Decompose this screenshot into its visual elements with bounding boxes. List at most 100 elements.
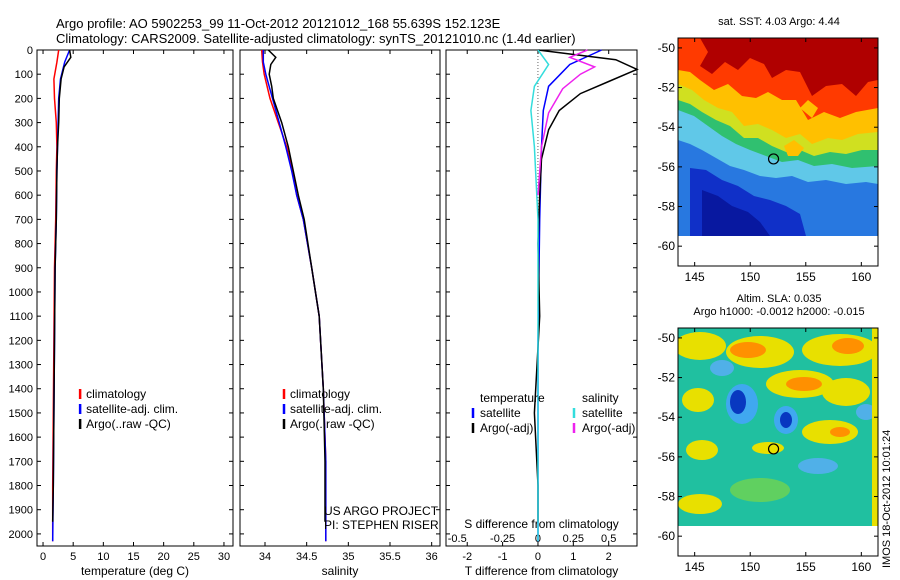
sla-map-subtitle: Argo h1000: -0.0012 h2000: -0.015: [693, 306, 864, 318]
map-y-tick-label: -58: [658, 200, 676, 214]
legend-entry: satellite: [582, 406, 623, 420]
series-line-temperature-argo-adj-: [533, 49, 639, 522]
map-y-tick-label: -60: [658, 529, 676, 543]
map-x-tick-label: 150: [740, 270, 760, 284]
x-tick-label: 2: [606, 551, 612, 563]
map-y-tick-label: -60: [658, 239, 676, 253]
x-tick-label: 5: [70, 551, 76, 563]
legend-entry: Argo(..raw -QC): [290, 417, 375, 431]
sla-argo-marker: [767, 443, 780, 455]
map-x-tick-label: 155: [796, 270, 816, 284]
x-tick-label: 34.5: [296, 551, 317, 563]
map-y-tick-label: -56: [658, 160, 676, 174]
x-tick-label: 20: [158, 551, 170, 563]
sla-map: [678, 328, 878, 526]
x-axis-label: salinity: [322, 564, 359, 578]
y-tick-label: 400: [15, 142, 33, 154]
sst-map: [678, 38, 878, 236]
map-y-tick-label: -50: [658, 331, 676, 345]
x-tick-label: 25: [188, 551, 200, 563]
header-line-1: Argo profile: AO 5902253_99 11-Oct-2012 …: [56, 16, 501, 31]
annotation-line: US ARGO PROJECT: [324, 504, 439, 518]
y-tick-label: 0: [27, 45, 33, 57]
difference-panel: -2 -1 0 1 2T difference from climatology -0.5…: [445, 49, 639, 578]
x-tick-label: 34: [259, 551, 271, 563]
y-tick-label: 1200: [9, 335, 33, 347]
sst-map-axes: 145 150 155 160 -50 -52 -54 -56 -58 -60: [658, 38, 878, 284]
x-axis-label: temperature (deg C): [81, 564, 189, 578]
legend-entry: Argo(-adj): [582, 421, 635, 435]
y-tick-label: 200: [15, 93, 33, 105]
x-tick-label-salinity: -0.5: [448, 533, 467, 545]
map-x-tick-label: 145: [685, 270, 705, 284]
x-tick-label-salinity: 0.5: [601, 533, 616, 545]
y-tick-label: 300: [15, 118, 33, 130]
salinity-panel: 34 34.5 35 35.5 36 salinity climatologysatelli…: [239, 49, 441, 578]
x-tick-label: 1: [570, 551, 576, 563]
y-tick-label: 1600: [9, 432, 33, 444]
y-tick-label: 1800: [9, 481, 33, 493]
y-tick-label: 1300: [9, 360, 33, 372]
map-x-tick-label: 145: [685, 560, 705, 574]
map-x-tick-label: 160: [851, 560, 871, 574]
plot-frame: [36, 49, 234, 547]
legend-entry: Argo(-adj): [480, 421, 533, 435]
y-tick-label: 900: [15, 263, 33, 275]
x-tick-label: 15: [127, 551, 139, 563]
y-tick-label: 800: [15, 239, 33, 251]
y-tick-label: 1400: [9, 384, 33, 396]
x-tick-label: 35.5: [379, 551, 400, 563]
sst-argo-marker: [767, 153, 780, 165]
y-tick-label: 2000: [9, 529, 33, 541]
x-tick-label: -2: [462, 551, 472, 563]
legend-title-salinity: salinity: [582, 391, 619, 405]
x-tick-label-salinity: 0.25: [563, 533, 584, 545]
plot-frame: [239, 49, 441, 547]
sst-map-title: sat. SST: 4.03 Argo: 4.44: [718, 16, 840, 28]
x-tick-label: 10: [97, 551, 109, 563]
legend-entry: Argo(..raw -QC): [86, 417, 171, 431]
legend-entry: satellite-adj. clim.: [290, 402, 382, 416]
series-line-argo-raw-qc-: [51, 49, 72, 522]
annotation-line: PI: STEPHEN RISER: [324, 518, 439, 532]
x-tick-label: 35: [342, 551, 354, 563]
map-y-tick-label: -58: [658, 490, 676, 504]
map-y-tick-label: -56: [658, 450, 676, 464]
map-y-tick-label: -52: [658, 371, 676, 385]
series-line-salinity-argo-adj-: [537, 49, 597, 196]
y-tick-label: 1500: [9, 408, 33, 420]
sst-map-frame: [677, 37, 879, 267]
map-x-tick-label: 150: [740, 560, 760, 574]
legend-entry: climatology: [290, 387, 350, 401]
header-line-2: Climatology: CARS2009. Satellite-adjuste…: [56, 31, 576, 46]
map-y-tick-label: -52: [658, 81, 676, 95]
imos-side-label: IMOS 18-Oct-2012 10:01:24: [881, 430, 893, 568]
sla-map-axes: 145 150 155 160 -50 -52 -54 -56 -58 -60: [658, 328, 878, 574]
x-tick-label: 30: [218, 551, 230, 563]
x-axis-label-salinity: S difference from climatology: [464, 517, 619, 531]
y-tick-label: 500: [15, 166, 33, 178]
map-y-tick-label: -54: [658, 120, 676, 134]
y-tick-label: 1100: [9, 311, 33, 323]
legend-entry: satellite-adj. clim.: [86, 402, 178, 416]
x-axis-label: T difference from climatology: [465, 564, 619, 578]
map-x-tick-label: 160: [851, 270, 871, 284]
y-tick-label: 700: [15, 214, 33, 226]
map-x-tick-label: 155: [796, 560, 816, 574]
y-tick-label: 1900: [9, 505, 33, 517]
y-tick-label: 1700: [9, 456, 33, 468]
x-tick-label: 0: [535, 551, 541, 563]
x-tick-label: -1: [498, 551, 508, 563]
y-tick-label: 100: [15, 69, 33, 81]
y-tick-label: 600: [15, 190, 33, 202]
x-tick-label: 36: [426, 551, 438, 563]
series-line-argo-raw-qc-: [267, 49, 326, 522]
plot-frame: [445, 49, 638, 547]
x-tick-label: 0: [40, 551, 46, 563]
temperature-panel: 0 5 10 15 20 25 300100200300400500600700800900…: [9, 45, 234, 578]
sla-map-frame: [677, 327, 879, 557]
legend-entry: climatology: [86, 387, 146, 401]
series-line-salinity-satellite: [530, 49, 550, 542]
y-tick-label: 1000: [9, 287, 33, 299]
